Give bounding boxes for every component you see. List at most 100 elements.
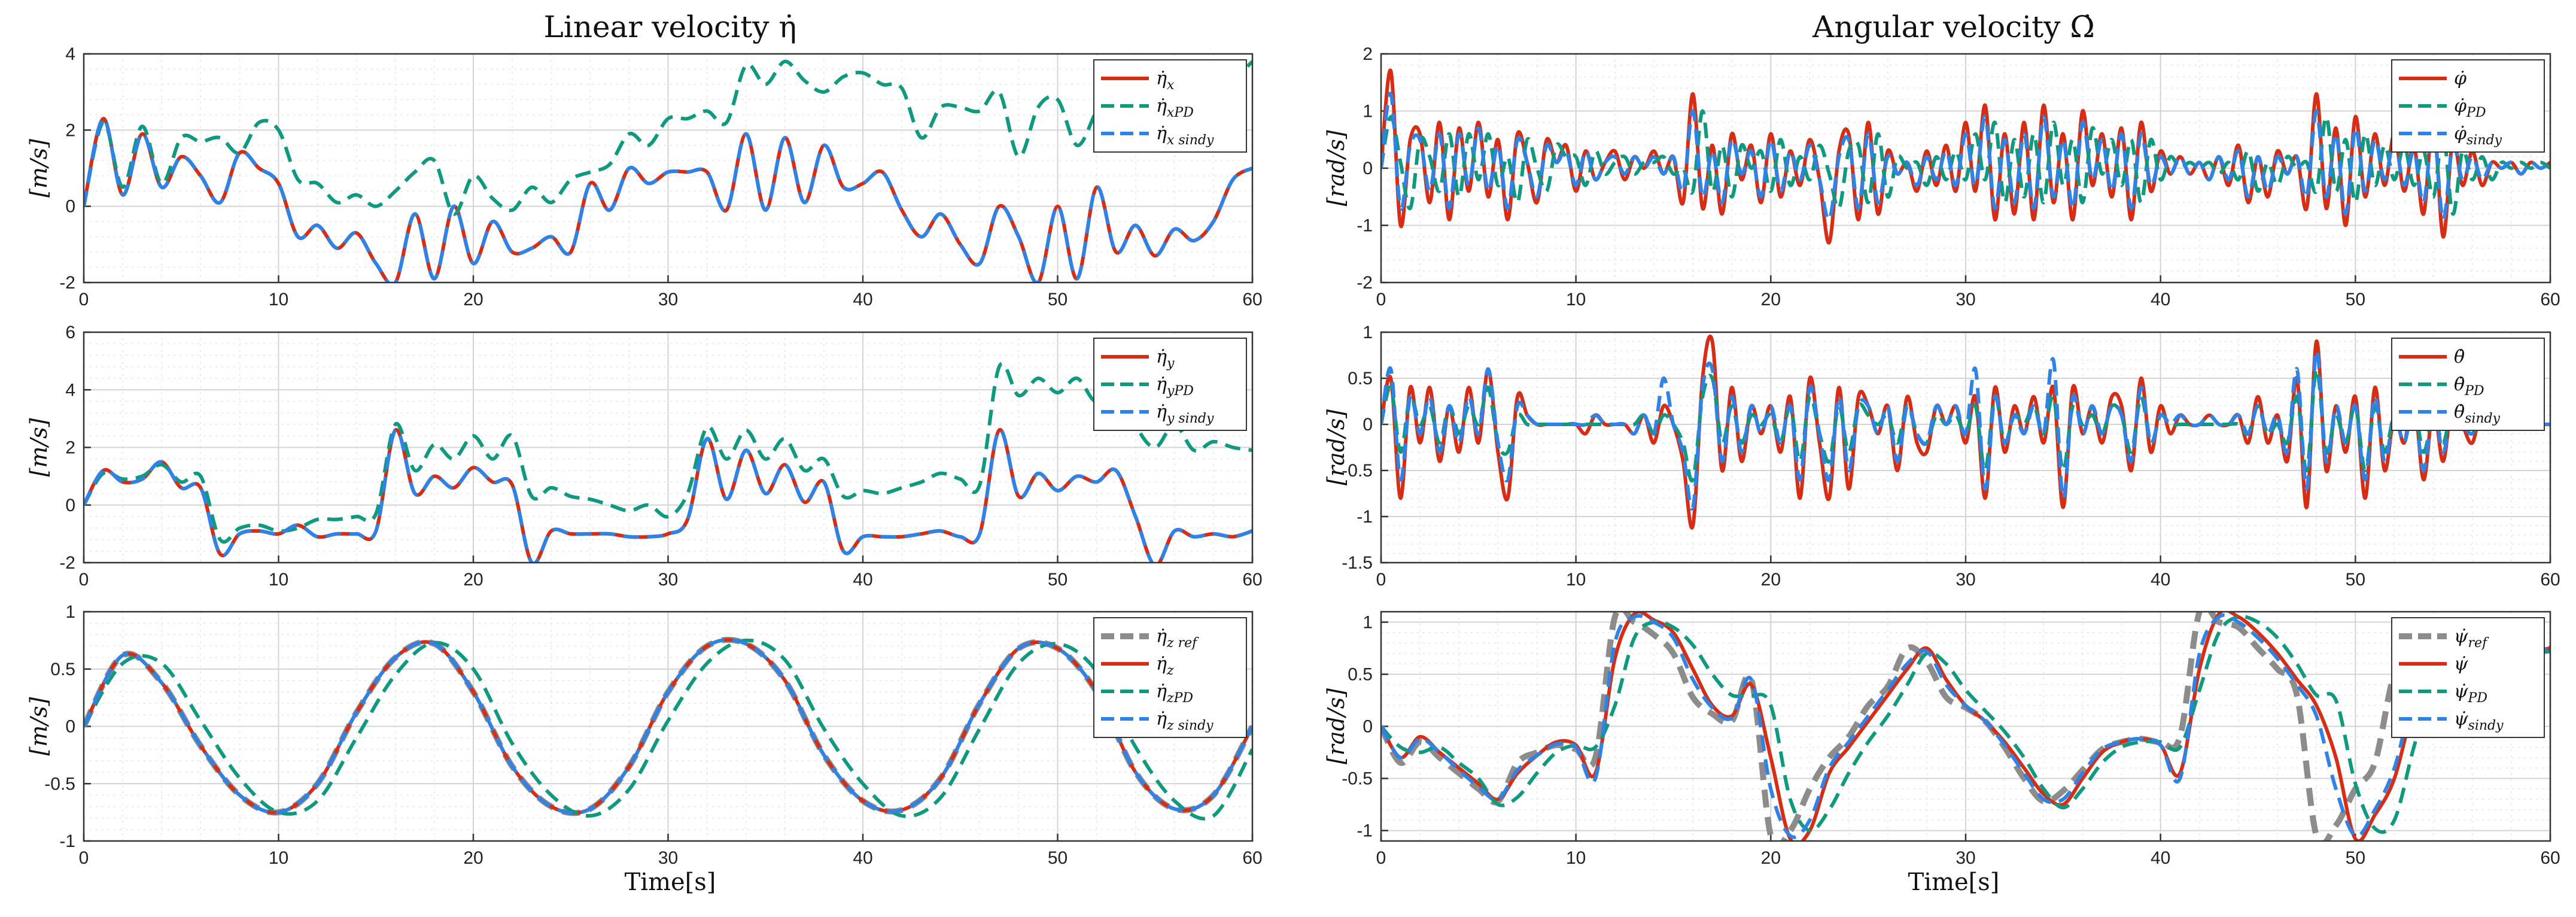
x-tick-label: 0 (79, 290, 89, 309)
series-line-sindy (84, 428, 1252, 563)
x-tick-label: 10 (269, 570, 288, 590)
x-tick-label: 60 (1242, 570, 1262, 590)
legend: φ̇ φ̇PD φ̇sindy (2391, 59, 2545, 153)
x-tick-label: 30 (658, 570, 678, 590)
x-tick-label: 60 (2540, 290, 2560, 309)
legend-label: η̇zPD (1156, 681, 1193, 706)
legend-label: η̇x (1156, 68, 1175, 93)
legend-label: θ̇PD (2454, 374, 2484, 399)
y-tick-label: 0.5 (50, 660, 75, 679)
y-tick-label: 1 (1362, 612, 1373, 632)
x-tick-label: 30 (658, 290, 678, 309)
axes-frame (1380, 53, 2551, 284)
y-tick-label: 0 (65, 496, 75, 515)
y-tick-label: 0 (1362, 717, 1373, 737)
x-tick-label: 50 (1048, 848, 1067, 868)
legend-box (1093, 59, 1247, 153)
x-tick-label: 10 (1566, 290, 1586, 309)
x-tick-label: 40 (2151, 290, 2170, 309)
chart-panel-5: 0 10 20 30 40 50 60 -1.5 -1 -0.5 0 0.5 1 [rad/s] θ̇ θ̇P… (1323, 323, 2560, 590)
y-tick-label: 0 (65, 717, 75, 737)
x-tick-label: 10 (1566, 570, 1586, 590)
x-tick-label: 20 (1761, 848, 1781, 868)
x-tick-label: 0 (79, 848, 89, 868)
chart-panel-3: 0 10 20 30 40 50 60-1-0.500.51[m/s]η̇z refη̇zη… (26, 602, 1263, 868)
y-tick-label: -1 (1357, 821, 1373, 841)
x-tick-label: 20 (463, 570, 483, 590)
x-tick-label: 50 (1048, 290, 1067, 309)
y-tick-label: 4 (65, 380, 75, 400)
y-tick-label: 0.5 (1348, 664, 1373, 684)
x-tick-label: 10 (269, 290, 288, 309)
x-tick-label: 60 (2540, 848, 2560, 868)
series-line-pd (1381, 615, 2550, 834)
x-tick-label: 0 (1376, 570, 1386, 590)
y-axis-label: [rad/s] (1323, 409, 1349, 485)
x-tick-label: 50 (1048, 570, 1067, 590)
series-group (1381, 68, 2550, 245)
legend: θ̇ θ̇PD θ̇sindy (2391, 338, 2545, 431)
y-tick-label: 1 (1362, 323, 1373, 342)
x-tick-label: 10 (1566, 848, 1586, 868)
legend-label: θ̇ (2454, 347, 2465, 368)
legend: η̇y η̇yPD η̇y sindy (1093, 338, 1247, 431)
left-x-axis-label: Time[s] (625, 869, 716, 896)
y-tick-label: -1 (59, 831, 75, 851)
legend-box (2391, 59, 2545, 153)
x-tick-label: 40 (853, 290, 872, 309)
x-tick-label: 60 (2540, 570, 2560, 590)
y-tick-label: 0 (65, 197, 75, 217)
x-tick-label: 30 (658, 848, 678, 868)
series-line-sindy (1381, 613, 2550, 839)
legend-label: η̇y sindy (1156, 402, 1214, 426)
legend-label: η̇z (1156, 654, 1174, 678)
y-tick-label: -2 (59, 553, 75, 573)
x-tick-label: 20 (463, 848, 483, 868)
y-tick-label: 4 (65, 44, 75, 64)
legend-box (1093, 617, 1247, 738)
x-tick-label: 0 (1376, 848, 1386, 868)
legend: η̇z ref η̇z η̇zPD η̇z sindy (1093, 617, 1247, 738)
series-line-sindy (1381, 92, 2550, 222)
axes-frame (83, 331, 1254, 564)
right-column-title: Angular velocity Ω̇ (1812, 10, 2095, 44)
x-tick-label: 50 (2346, 290, 2365, 309)
x-tick-label: 40 (2151, 848, 2170, 868)
x-tick-label: 30 (1955, 570, 1975, 590)
legend-box (2391, 617, 2545, 738)
legend-label: ψ̇ (2454, 654, 2468, 675)
y-axis-label: [m/s] (26, 697, 52, 755)
y-tick-label: -2 (1357, 273, 1373, 293)
left-column-title: Linear velocity η̇ (544, 10, 797, 44)
x-tick-label: 50 (2346, 570, 2365, 590)
y-axis-label: [rad/s] (1323, 688, 1349, 764)
y-tick-label: -1 (1357, 216, 1373, 236)
y-tick-label: 0.5 (1348, 369, 1373, 388)
legend-label: η̇yPD (1156, 374, 1194, 399)
legend-label: η̇xPD (1156, 96, 1194, 120)
legend-label: φ̇PD (2454, 96, 2486, 120)
legend-label: φ̇ (2454, 68, 2466, 89)
x-tick-label: 0 (79, 570, 89, 590)
series-line-sindy (1381, 348, 2550, 511)
y-tick-label: 0 (1362, 415, 1373, 435)
y-tick-label: 1 (1362, 102, 1373, 122)
legend-label: ψ̇ref (2454, 626, 2489, 651)
series-line-pd (1381, 367, 2550, 483)
legend-label: ψ̇PD (2454, 681, 2487, 706)
x-tick-label: 60 (1242, 848, 1262, 868)
series-line-sindy (84, 637, 1252, 815)
axes-frame (83, 611, 1254, 842)
legend-label: η̇x sindy (1156, 123, 1214, 148)
x-tick-label: 40 (2151, 570, 2170, 590)
legend-label: η̇z ref (1156, 626, 1199, 651)
series-group (84, 59, 1252, 283)
series-line-pd (1381, 109, 2550, 216)
legend-box (2391, 338, 2545, 431)
x-tick-label: 20 (463, 290, 483, 309)
axes-frame (83, 53, 1254, 284)
x-tick-label: 30 (1955, 290, 1975, 309)
